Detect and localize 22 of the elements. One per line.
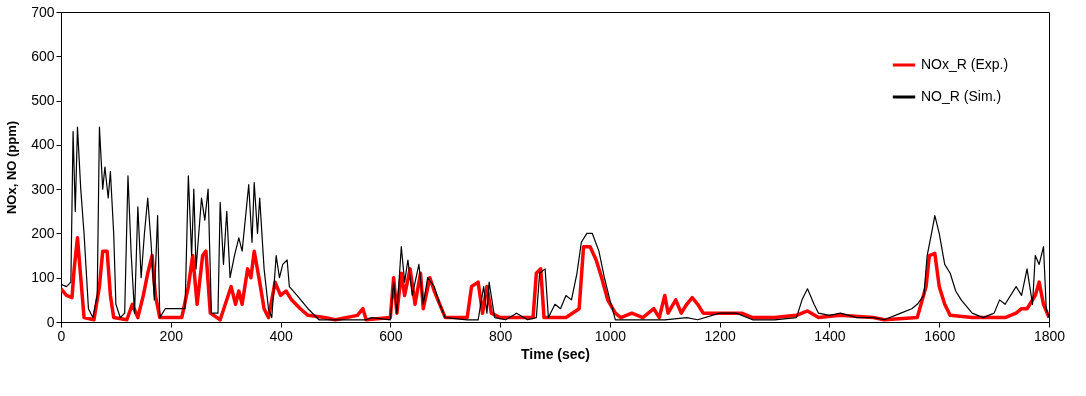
x-tick-label: 1000 xyxy=(594,327,627,344)
y-axis-title: NOx, NO (ppm) xyxy=(4,120,20,215)
x-tick-label: 1600 xyxy=(924,327,956,344)
x-tick-label: 400 xyxy=(269,327,293,344)
y-tick-label: 600 xyxy=(31,47,55,64)
y-tick-label: 700 xyxy=(31,3,55,20)
x-tick-label: 0 xyxy=(57,327,66,344)
y-tick-label: 100 xyxy=(31,269,55,286)
y-tick-label: 200 xyxy=(31,224,55,241)
y-tick-label: 0 xyxy=(46,313,55,330)
x-tick-label: 200 xyxy=(159,327,184,344)
x-tick-label: 1200 xyxy=(704,327,736,344)
y-tick-label: 500 xyxy=(31,92,55,109)
x-axis-title: Time (sec) xyxy=(521,345,590,362)
x-tick-label: 1800 xyxy=(1033,327,1066,344)
legend-label: NOx_R (Exp.) xyxy=(921,56,1009,72)
x-tick-label: 600 xyxy=(379,327,403,344)
y-tick-label: 300 xyxy=(31,180,55,197)
x-tick-label: 1400 xyxy=(814,327,846,344)
x-tick-label: 800 xyxy=(488,327,513,344)
legend-label: NO_R (Sim.) xyxy=(921,88,1002,104)
y-tick-label: 400 xyxy=(31,136,55,153)
